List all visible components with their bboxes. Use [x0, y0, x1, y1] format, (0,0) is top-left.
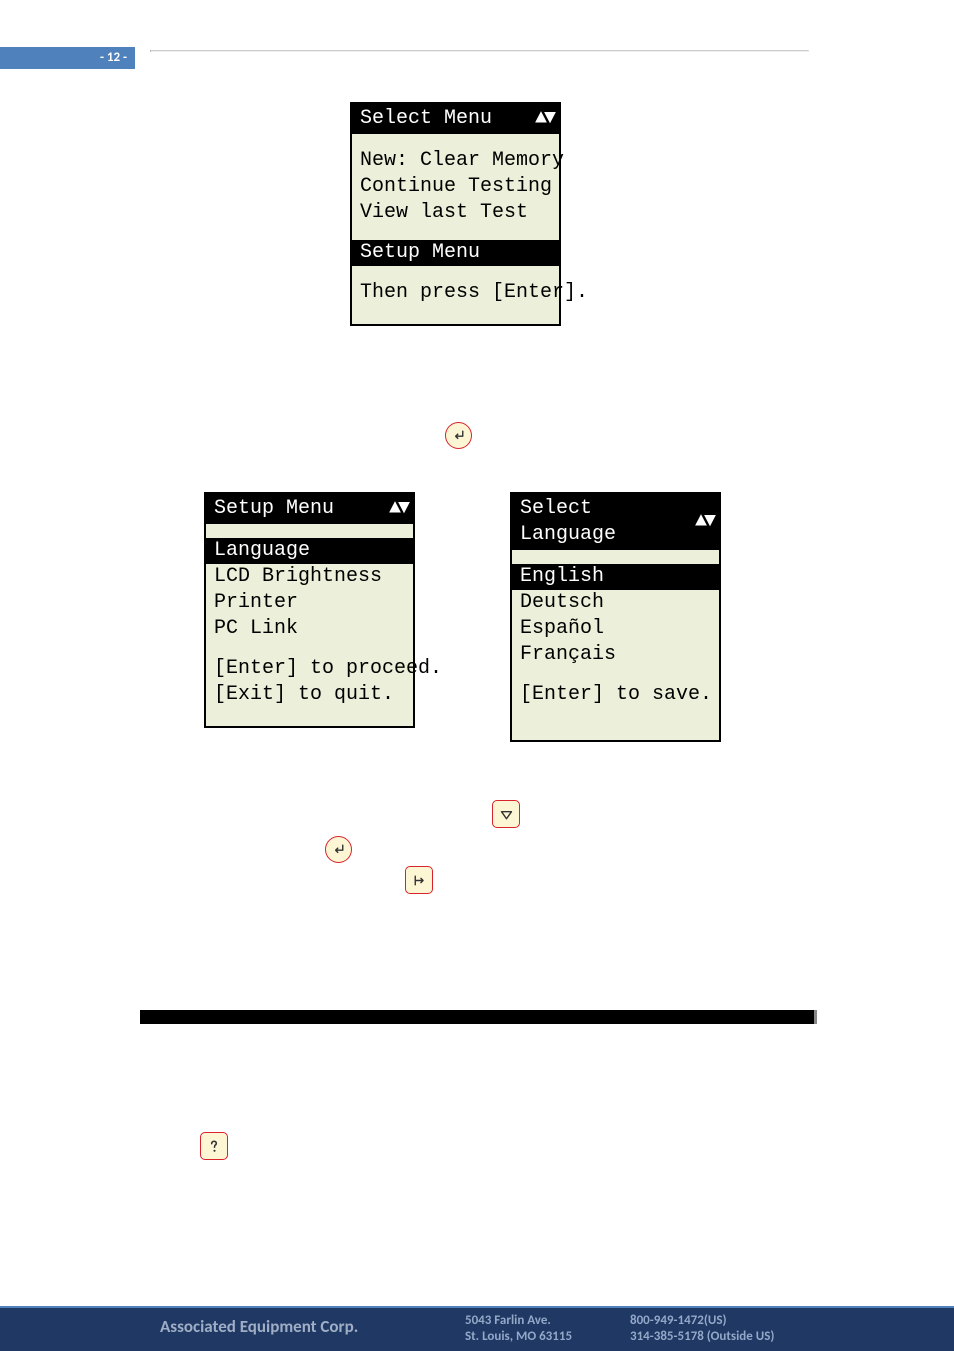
lcd-setup-menu: Setup Menu ▲▼ Language LCD Brightness Pr… — [204, 492, 415, 728]
lcd-line: Français — [520, 642, 711, 668]
lcd-title: Select Menu — [360, 106, 492, 132]
lcd-line-selected: Setup Menu — [352, 240, 559, 266]
enter-button[interactable] — [325, 836, 352, 863]
lcd-title-row: Select Menu ▲▼ — [352, 104, 559, 134]
lcd-line: Español — [520, 616, 711, 642]
lcd-line: Deutsch — [520, 590, 711, 616]
footer-phone-line1: 800-949-1472(US) — [630, 1313, 774, 1329]
lcd-body: New: Clear Memory Continue Testing View … — [352, 134, 559, 324]
page-footer: Associated Equipment Corp. 5043 Farlin A… — [0, 1306, 954, 1351]
lcd-line: PC Link — [214, 616, 405, 642]
footer-company: Associated Equipment Corp. — [160, 1319, 358, 1335]
lcd-line-selected: English — [512, 564, 719, 590]
footer-phone: 800-949-1472(US) 314-385-5178 (Outside U… — [630, 1313, 774, 1345]
enter-icon — [450, 427, 467, 444]
lcd-line: New: Clear Memory — [360, 148, 551, 174]
lcd-footer-line: [Exit] to quit. — [214, 682, 405, 708]
enter-icon — [330, 841, 347, 858]
lcd-select-menu: Select Menu ▲▼ New: Clear Memory Continu… — [350, 102, 561, 326]
lcd-body: English Deutsch Español Français [Enter]… — [512, 550, 719, 740]
lcd-line: Printer — [214, 590, 405, 616]
lcd-footer-line: [Enter] to save. — [520, 682, 711, 708]
lcd-footer-line: [Enter] to proceed. — [214, 656, 405, 682]
lcd-footer-line: Then press [Enter]. — [360, 280, 551, 306]
lcd-body: Language LCD Brightness Printer PC Link … — [206, 524, 413, 726]
updown-arrows-icon: ▲▼ — [535, 106, 553, 132]
lcd-title-row: Setup Menu ▲▼ — [206, 494, 413, 524]
lcd-title: Select Language — [520, 496, 695, 548]
lcd-line: View last Test — [360, 200, 551, 226]
top-rule — [150, 50, 809, 52]
black-bar — [140, 1010, 814, 1024]
lcd-title: Setup Menu — [214, 496, 334, 522]
page-number: - 12 - — [100, 50, 127, 65]
question-icon — [206, 1138, 223, 1155]
exit-button[interactable] — [405, 866, 433, 894]
help-button[interactable] — [200, 1132, 228, 1160]
lcd-line: LCD Brightness — [214, 564, 405, 590]
page-number-tab: - 12 - — [0, 47, 135, 69]
exit-icon — [411, 872, 428, 889]
footer-addr-line1: 5043 Farlin Ave. — [465, 1313, 572, 1329]
footer-address: 5043 Farlin Ave. St. Louis, MO 63115 — [465, 1313, 572, 1345]
footer-addr-line2: St. Louis, MO 63115 — [465, 1329, 572, 1345]
lcd-line-selected: Language — [206, 538, 413, 564]
down-button[interactable] — [492, 800, 520, 828]
updown-arrows-icon: ▲▼ — [389, 496, 407, 522]
updown-arrows-icon: ▲▼ — [695, 509, 713, 535]
footer-rule — [0, 1306, 954, 1308]
lcd-select-language: Select Language ▲▼ English Deutsch Españ… — [510, 492, 721, 742]
enter-button[interactable] — [445, 422, 472, 449]
lcd-line: Continue Testing — [360, 174, 551, 200]
down-triangle-icon — [498, 806, 515, 823]
lcd-title-row: Select Language ▲▼ — [512, 494, 719, 550]
footer-phone-line2: 314-385-5178 (Outside US) — [630, 1329, 774, 1345]
